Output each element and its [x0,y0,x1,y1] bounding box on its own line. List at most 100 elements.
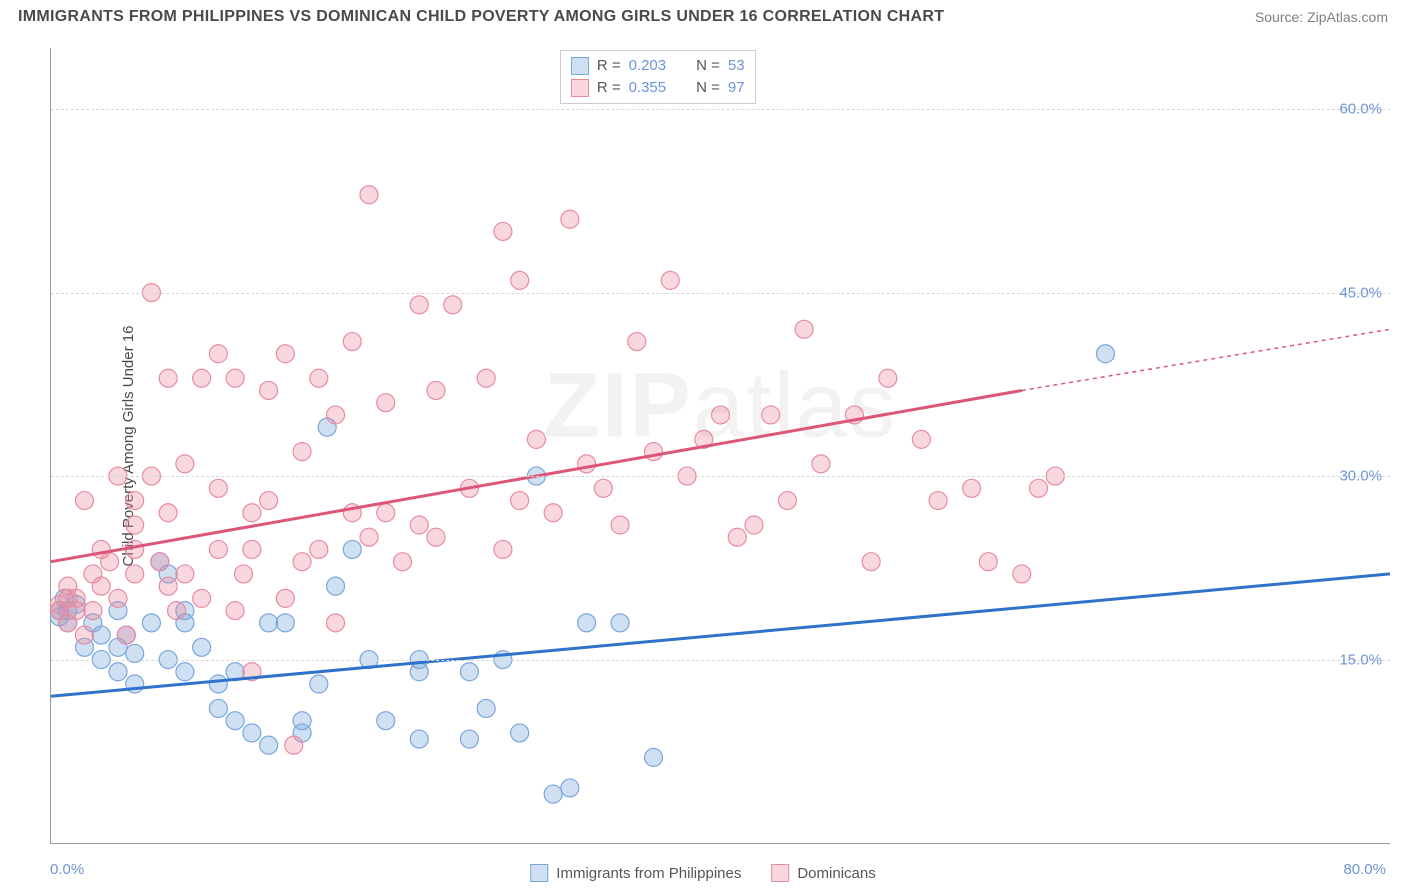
data-point [410,296,428,314]
data-point [176,565,194,583]
trend-line [51,574,1390,696]
data-point [126,492,144,510]
data-point [260,614,278,632]
data-point [728,528,746,546]
data-point [209,345,227,363]
data-point [109,663,127,681]
data-point [327,406,345,424]
data-point [151,553,169,571]
data-point [494,540,512,558]
data-point [84,602,102,620]
data-point [1096,345,1114,363]
data-point [377,712,395,730]
data-point [377,504,395,522]
n-value: 53 [728,55,745,77]
data-point [285,736,303,754]
gridline [51,109,1390,110]
r-value: 0.203 [629,55,667,77]
data-point [168,602,186,620]
data-point [360,528,378,546]
data-point [460,730,478,748]
data-point [544,785,562,803]
data-point [862,553,880,571]
scatter-svg [51,48,1390,843]
n-value: 97 [728,77,745,99]
data-point [527,430,545,448]
data-point [159,504,177,522]
data-point [879,369,897,387]
data-point [126,565,144,583]
data-point [310,369,328,387]
chart-header: IMMIGRANTS FROM PHILIPPINES VS DOMINICAN… [0,0,1406,32]
data-point [310,540,328,558]
data-point [193,589,211,607]
data-point [427,381,445,399]
data-point [310,675,328,693]
data-point [511,724,529,742]
data-point [260,492,278,510]
data-point [226,602,244,620]
data-point [142,614,160,632]
data-point [762,406,780,424]
x-tick-min: 0.0% [50,861,84,878]
legend-item: Dominicans [771,864,875,882]
legend-stats: R = 0.203 N = 53R = 0.355 N = 97 [560,50,756,104]
data-point [561,779,579,797]
legend-stat-row: R = 0.355 N = 97 [571,77,745,99]
data-point [293,553,311,571]
data-point [117,626,135,644]
data-point [812,455,830,473]
data-point [963,479,981,497]
data-point [75,626,93,644]
r-label: R = [597,77,621,99]
data-point [795,320,813,338]
data-point [511,271,529,289]
data-point [209,699,227,717]
data-point [226,712,244,730]
data-point [209,479,227,497]
legend-swatch [571,57,589,75]
y-tick-label: 45.0% [1339,284,1382,301]
data-point [645,748,663,766]
data-point [276,345,294,363]
data-point [126,516,144,534]
data-point [578,455,596,473]
data-point [176,663,194,681]
data-point [393,553,411,571]
data-point [176,455,194,473]
trend-line-extension [1022,329,1390,390]
data-point [293,443,311,461]
data-point [544,504,562,522]
data-point [109,589,127,607]
data-point [477,369,495,387]
data-point [260,736,278,754]
legend-series: Immigrants from Philippines Dominicans [530,864,875,882]
data-point [92,577,110,595]
data-point [561,210,579,228]
data-point [594,479,612,497]
data-point [327,577,345,595]
r-value: 0.355 [629,77,667,99]
y-tick-label: 30.0% [1339,468,1382,485]
data-point [410,730,428,748]
data-point [460,663,478,681]
chart-source: Source: ZipAtlas.com [1255,9,1388,25]
legend-label: Dominicans [797,865,875,882]
data-point [912,430,930,448]
data-point [712,406,730,424]
data-point [778,492,796,510]
data-point [628,333,646,351]
data-point [159,369,177,387]
data-point [1030,479,1048,497]
gridline [51,660,1390,661]
data-point [159,577,177,595]
data-point [276,614,294,632]
n-label: N = [696,55,720,77]
data-point [1013,565,1031,583]
data-point [661,271,679,289]
n-label: N = [696,77,720,99]
gridline [51,293,1390,294]
legend-item: Immigrants from Philippines [530,864,741,882]
data-point [427,528,445,546]
data-point [410,663,428,681]
